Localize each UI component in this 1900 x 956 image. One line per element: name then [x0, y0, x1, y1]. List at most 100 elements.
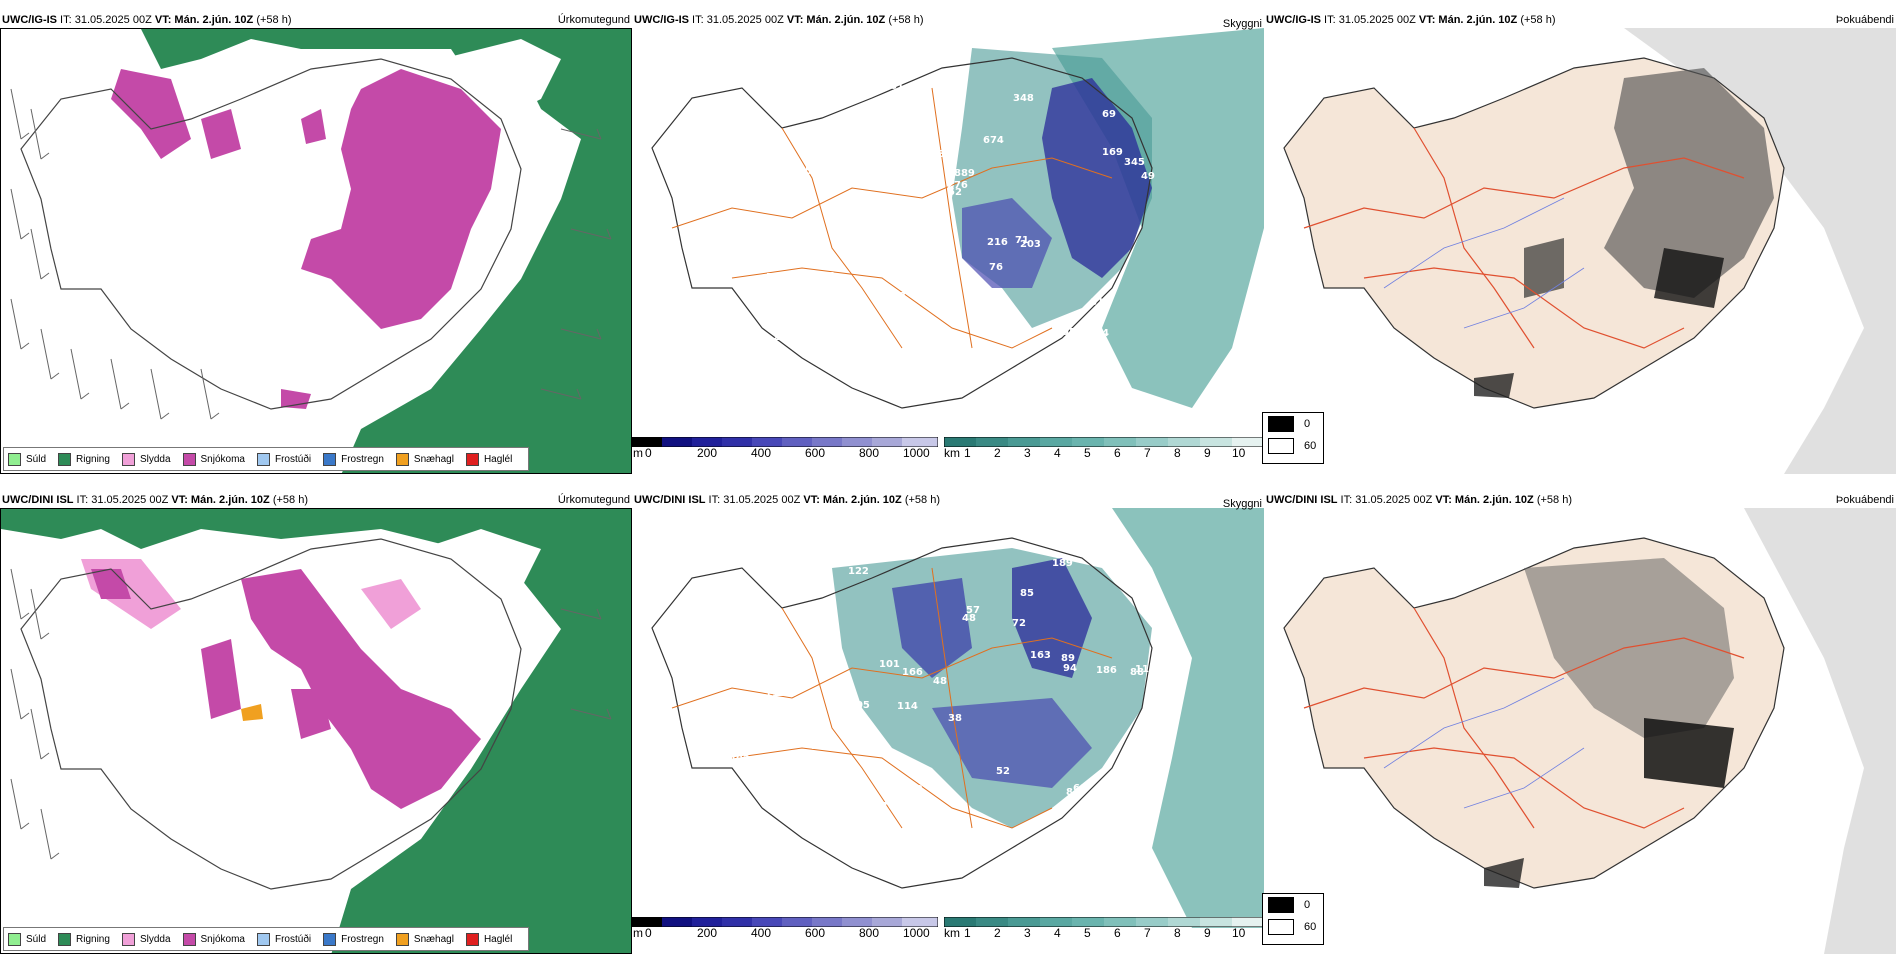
visibility-colorbar-ramp	[944, 437, 1264, 447]
visibility-tick: 8	[1174, 446, 1181, 460]
legend-swatch	[182, 932, 196, 946]
legend-swatch	[395, 932, 409, 946]
cloudbase-label: 224	[773, 332, 794, 343]
lead-time: (+58 h)	[901, 494, 940, 506]
panel-visibility-ig: UWC/IG-IS IT: 31.05.2025 00Z VT: Mán. 2.…	[632, 12, 1264, 476]
valid-time: VT: Mán. 2.jún. 10Z	[803, 494, 902, 506]
legend-swatch	[121, 452, 135, 466]
legend-swatch	[256, 452, 270, 466]
visibility-colorbar-ramp	[944, 917, 1264, 927]
cloudbase-colorbar	[632, 917, 938, 927]
cloudbase-label: 185	[791, 166, 812, 177]
model-name: UWC/IG-IS	[634, 14, 689, 26]
cloudbase-label: 262	[885, 195, 906, 206]
cloudbase-label: 71	[1015, 235, 1029, 246]
visibility-tick: 2	[994, 926, 1001, 940]
init-time: IT: 31.05.2025 00Z	[689, 14, 787, 26]
panel-title: Skyggni	[1222, 498, 1262, 510]
cloudbase-tick: 800	[859, 446, 880, 460]
fog-swatch-white	[1268, 438, 1294, 454]
cloudbase-tick: 0	[645, 926, 652, 940]
cloudbase-label: 52	[948, 187, 962, 198]
cloudbase-label: 205	[849, 700, 870, 711]
valid-time: VT: Mán. 2.jún. 10Z	[1418, 14, 1518, 26]
legend-swatch	[323, 452, 337, 466]
panel-header: UWC/DINI ISL IT: 31.05.2025 00Z VT: Mán.…	[1266, 494, 1572, 506]
cloudbase-label: 359	[888, 121, 909, 132]
cloudbase-label: 11	[751, 761, 765, 772]
legend-swatch	[256, 932, 270, 946]
cloudbase-label: 122	[848, 566, 869, 577]
valid-time: VT: Mán. 2.jún. 10Z	[171, 494, 270, 506]
init-time: IT: 31.05.2025 00Z	[1337, 494, 1436, 506]
cloudbase-tick: 800	[859, 926, 880, 940]
model-name: UWC/IG-IS	[1266, 14, 1321, 26]
panel-visibility-dini: UWC/DINI ISL IT: 31.05.2025 00Z VT: Mán.…	[632, 492, 1264, 956]
cloudbase-label: 276	[947, 180, 968, 191]
lead-time: (+58 h)	[253, 14, 292, 26]
fog-legend-row: 0	[1263, 894, 1323, 916]
cloudbase-labels: 94 130 69 886 674 224 359 932 522 141 63 42 58 889 203…	[734, 81, 1155, 354]
visibility-map-canvas: 94 130 69 886 674 224 359 932 522 141 63 42 58 889 203…	[632, 28, 1264, 448]
cloudbase-label: 75	[746, 706, 760, 717]
fog-tick: 60	[1304, 440, 1317, 452]
visibility-tick: 4	[1054, 926, 1061, 940]
fog-legend-row: 0	[1263, 413, 1323, 435]
cloudbase-label: 48	[933, 676, 947, 687]
fog-tick: 0	[1304, 418, 1311, 430]
panel-precip-type-ig: UWC/IG-IS IT: 31.05.2025 00Z VT: Mán. 2.…	[0, 12, 632, 476]
init-time: IT: 31.05.2025 00Z	[57, 14, 155, 26]
legend-swatch	[58, 932, 72, 946]
init-time: IT: 31.05.2025 00Z	[705, 494, 804, 506]
fog-map-canvas	[1264, 508, 1896, 954]
legend-item: Haglél	[465, 932, 512, 946]
visibility-tick: 3	[1024, 446, 1031, 460]
fog-tick: 0	[1304, 899, 1311, 911]
cloudbase-label: 396	[754, 278, 775, 289]
cloudbase-label: 186	[1096, 665, 1117, 676]
cloudbase-label: 203	[1020, 239, 1041, 250]
fog-tick: 60	[1304, 921, 1317, 933]
precip-type-legend: Súld Rigning Slydda Snjókoma Frostúði Fr…	[3, 447, 530, 471]
fog-swatch-black	[1268, 416, 1294, 432]
precip-map: Súld Rigning Slydda Snjókoma Frostúði Fr…	[0, 508, 632, 954]
panel-header: UWC/DINI ISL IT: 31.05.2025 00Z VT: Mán.…	[2, 494, 308, 506]
cloudbase-label: 55	[758, 119, 772, 130]
fog-legend: 0 60	[1262, 412, 1324, 464]
panel-header: UWC/DINI ISL IT: 31.05.2025 00Z VT: Mán.…	[634, 494, 940, 506]
legend-label: Frostregn	[341, 933, 384, 945]
cloudbase-label: 94	[1063, 663, 1077, 674]
cloudbase-label: 81	[1090, 297, 1104, 308]
cloudbase-label: 209	[893, 300, 914, 311]
cloudbase-tick: 400	[751, 446, 772, 460]
fog-swatch-black	[1268, 897, 1294, 913]
legend-item: Slydda	[121, 932, 171, 946]
legend-label: Snæhagl	[413, 933, 454, 945]
cloudbase-colorbar-ramp	[632, 437, 938, 447]
cloudbase-label: 889	[954, 168, 975, 179]
visibility-map: 94 130 69 886 674 224 359 932 522 141 63 42 58 889 203…	[632, 28, 1264, 474]
cloudbase-tick: 1000	[903, 926, 930, 940]
cloudbase-label: 166	[902, 667, 923, 678]
visibility-tick: 9	[1204, 446, 1211, 460]
legend-label: Snæhagl	[413, 453, 454, 465]
cloudbase-label: 38	[948, 713, 962, 724]
lead-time: (+58 h)	[1533, 494, 1572, 506]
legend-item: Snjókoma	[182, 932, 245, 946]
cloudbase-label: 345	[1124, 157, 1145, 168]
legend-swatch	[8, 452, 21, 466]
cloudbase-label: 130	[752, 180, 773, 191]
visibility-tick: 7	[1144, 446, 1151, 460]
cloudbase-label: 94	[1095, 328, 1109, 339]
cloudbase-label: 52	[996, 766, 1010, 777]
model-name: UWC/IG-IS	[2, 14, 57, 26]
visibility-tick: 4	[1054, 446, 1061, 460]
cloudbase-label: 69	[837, 156, 851, 167]
legend-swatch	[395, 452, 409, 466]
legend-item: Frostregn	[323, 932, 384, 946]
visibility-tick: 5	[1084, 446, 1091, 460]
legend-label: Slydda	[139, 933, 171, 945]
cloudbase-tick: 400	[751, 926, 772, 940]
cloudbase-label: 169	[1102, 147, 1123, 158]
